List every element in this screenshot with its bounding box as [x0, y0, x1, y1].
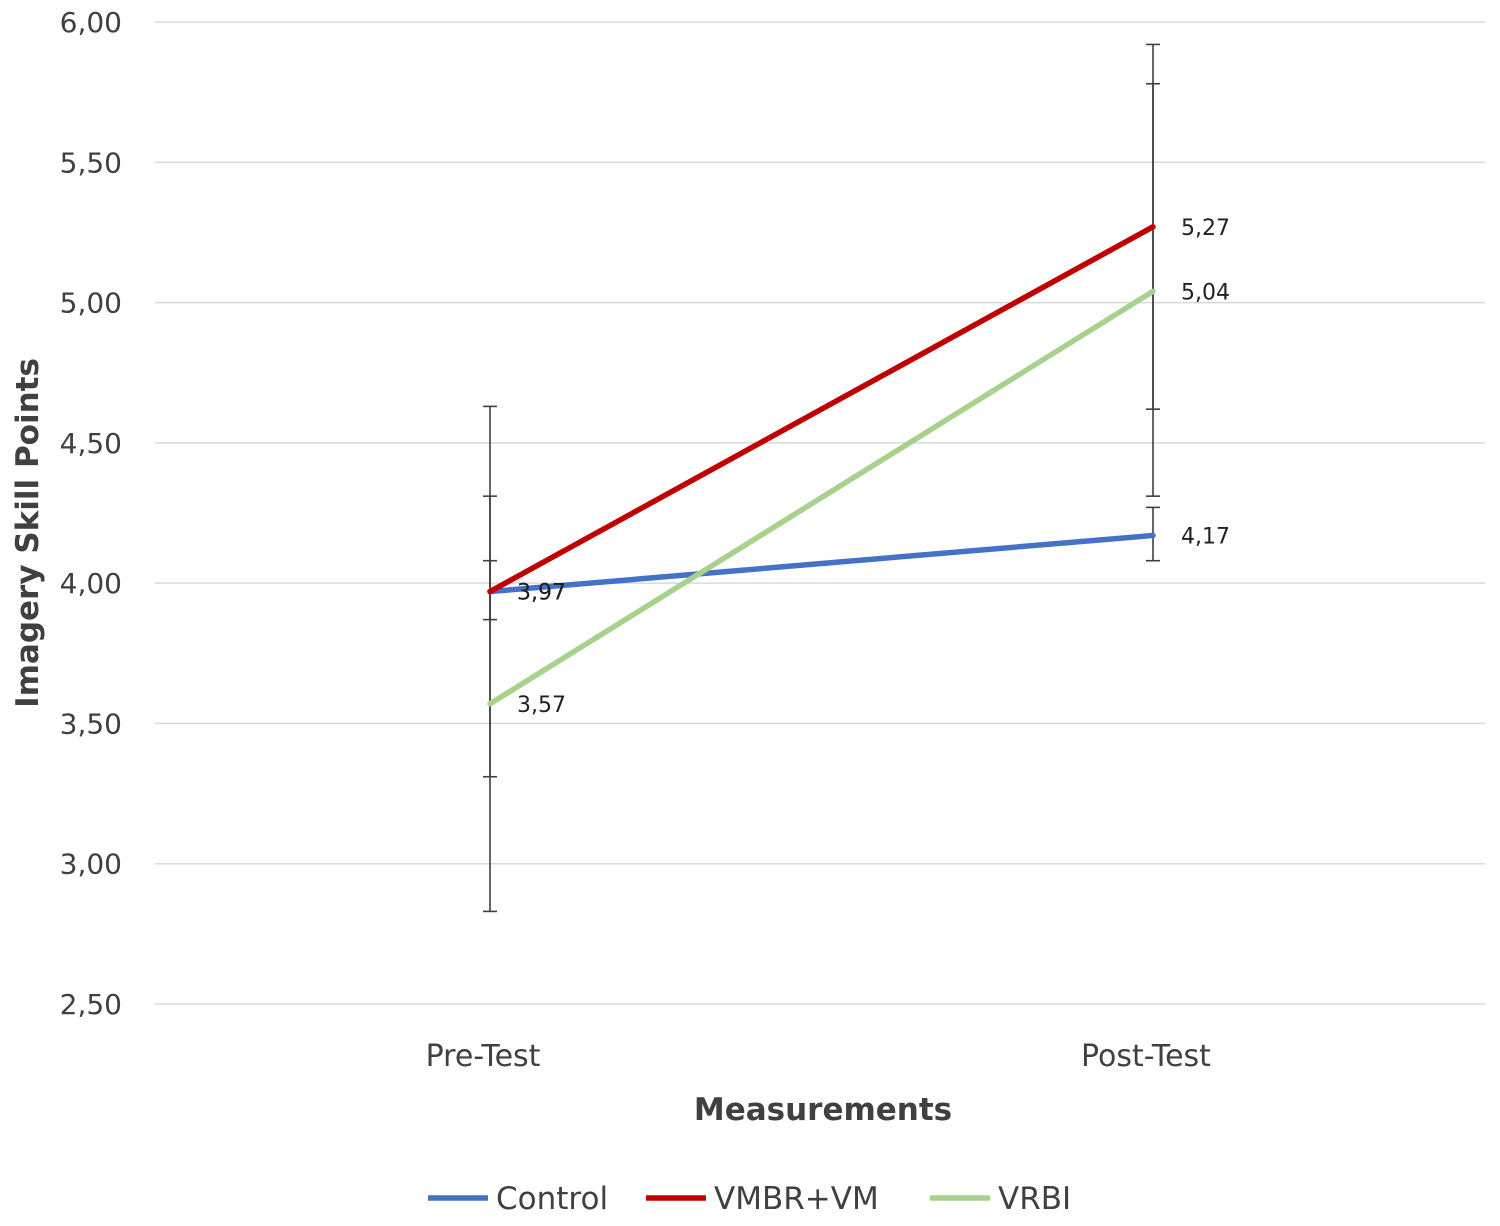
gridlines: [155, 21, 1485, 1005]
x-category-label: Post-Test: [1081, 1039, 1211, 1074]
x-axis-title: Measurements: [694, 1092, 952, 1128]
y-tick-label: 3,50: [60, 707, 122, 740]
y-tick-label: 5,00: [60, 287, 122, 320]
x-category-label: Pre-Test: [426, 1039, 541, 1074]
y-tick-label: 2,50: [60, 988, 122, 1021]
legend-label: VRBI: [998, 1181, 1071, 1217]
data-label: 3,57: [517, 693, 566, 718]
data-label: 4,17: [1181, 524, 1230, 549]
y-tick-label: 4,00: [60, 567, 122, 600]
series-line-vrbi: [487, 288, 1156, 707]
data-label: 5,27: [1181, 216, 1230, 241]
y-tick-label: 6,00: [60, 6, 122, 39]
x-axis-categories: Pre-Test Post-Test: [426, 1039, 1212, 1074]
legend-label: VMBR+VM: [714, 1181, 879, 1217]
legend: Control VMBR+VM VRBI: [428, 1181, 1071, 1217]
y-tick-label: 4,50: [60, 427, 122, 460]
error-bars: [483, 43, 1160, 913]
y-axis-ticks: 2,50 3,00 3,50 4,00 4,50 5,00 5,50 6,00: [60, 6, 122, 1021]
data-label: 3,97: [517, 581, 566, 606]
series-lines: [487, 224, 1156, 707]
legend-label: Control: [496, 1181, 608, 1217]
y-axis-title: Imagery Skill Points: [10, 358, 46, 708]
y-tick-label: 3,00: [60, 848, 122, 881]
series-line-vmbr-vm: [487, 224, 1156, 595]
data-label: 3,97: [517, 581, 566, 606]
y-tick-label: 5,50: [60, 146, 122, 179]
series-line-control: [487, 532, 1156, 595]
data-labels: 3,974,173,975,273,575,04: [517, 216, 1230, 718]
data-label: 5,04: [1181, 280, 1230, 305]
